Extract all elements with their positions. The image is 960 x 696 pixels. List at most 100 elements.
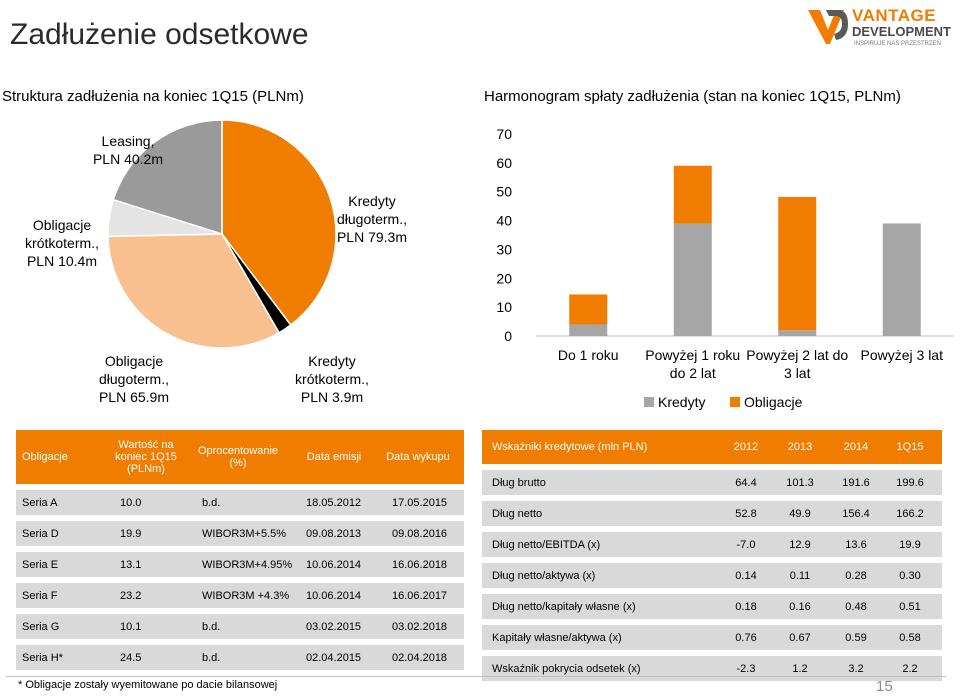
bar-ytick-label: 10 — [496, 299, 512, 315]
bar-ytick-label: 70 — [496, 126, 512, 142]
pie-slice-obligacje-dlugoterm — [107, 233, 281, 349]
ratios-cell: 49.9 — [789, 507, 811, 520]
ratios-cell: 12.9 — [789, 538, 811, 551]
ratios-cell: 0.11 — [789, 569, 811, 582]
bar-obligacje-1 — [569, 294, 608, 325]
bonds-cell: Seria G — [22, 620, 60, 633]
bonds-cell: 24.5 — [120, 651, 142, 664]
ratios-cell: Dług brutto — [492, 476, 546, 489]
bonds-cell: 09.08.2016 — [392, 527, 448, 540]
bar-kredyty-4 — [882, 223, 921, 336]
ratios-cell: -2.3 — [736, 662, 756, 675]
bar-ytick-label: 40 — [496, 213, 512, 229]
bonds-table-row: Seria A 10.0 b.d. 18.05.2012 17.05.2015 — [16, 490, 464, 515]
ratios-cell: Dług netto — [492, 507, 543, 520]
bonds-cell: 09.08.2013 — [306, 527, 362, 540]
pie-slice-leasing — [112, 119, 223, 236]
ratios-table-row: Dług netto/EBITDA (x) -7.0 12.9 13.6 19.9 — [482, 532, 942, 557]
bar-category-label: do 2 lat — [670, 365, 716, 381]
bonds-cell: 10.06.2014 — [306, 589, 362, 602]
bar-category-label: Powyżej 3 lat — [861, 347, 944, 363]
ratios-cell: 3.2 — [848, 662, 864, 675]
header-oprocentowanie: Oprocentowanie (%) — [197, 445, 279, 469]
pie-label-leasing: Leasing, PLN 40.2m — [92, 133, 164, 167]
bonds-cell: 02.04.2015 — [306, 651, 362, 664]
ratios-cell: Dług netto/aktywa (x) — [492, 569, 596, 582]
ratios-cell: 0.58 — [899, 631, 921, 644]
header-2013: 2013 — [787, 441, 813, 453]
ratios-table-row: Dług netto 52.8 49.9 156.4 166.2 — [482, 501, 942, 526]
ratios-cell: 13.6 — [845, 538, 867, 551]
bonds-cell: WIBOR3M+4.95% — [202, 558, 293, 571]
bonds-table-row: Seria G 10.1 b.d. 03.02.2015 03.02.2018 — [16, 614, 464, 639]
pie-label-kredyty-krotkoterm: Kredyty krótkoterm., PLN 3.9m — [295, 353, 369, 405]
page-title: Zadłużenie odsetkowe — [10, 18, 309, 51]
ratios-cell: 156.4 — [842, 507, 870, 520]
bonds-cell: WIBOR3M+5.5% — [202, 527, 287, 540]
ratios-table-header: Wskaźniki kredytowe (mln PLN) 2012 2013 … — [482, 430, 942, 464]
bar-category-label: 3 lat — [784, 365, 811, 381]
bonds-cell: Seria F — [22, 589, 58, 602]
bonds-table-row: Seria F 23.2 WIBOR3M +4.3% 10.06.2014 16.06.… — [16, 583, 464, 608]
ratios-cell: 166.2 — [896, 507, 924, 520]
bonds-table-header: Obligacje Wartość na koniec 1Q15 (PLNm) … — [16, 430, 464, 484]
pie-label-kredyty-dlugoterm: Kredyty długoterm., PLN 79.3m — [336, 193, 408, 245]
bonds-table-row: Seria H* 24.5 b.d. 02.04.2015 02.04.2018 — [16, 645, 464, 670]
ratios-cell: 2.2 — [902, 662, 918, 675]
ratios-cell: 0.67 — [789, 631, 811, 644]
bonds-cell: b.d. — [202, 651, 221, 664]
bar-category-label: Do 1 roku — [558, 347, 619, 363]
bar-obligacje-3 — [778, 196, 817, 331]
bonds-footnote: * Obligacje zostały wyemitowane po dacie… — [18, 679, 278, 691]
bar-ytick-label: 50 — [496, 184, 512, 200]
company-logo: VANTAGE DEVELOPMENT INSPIRUJE NAS PRZEST… — [806, 4, 956, 50]
pie-label-obligacje-krotkoterm: Obligacje krótkoterm., PLN 10.4m — [25, 217, 99, 269]
ratios-cell: 52.8 — [735, 507, 757, 520]
header-1q15: 1Q15 — [896, 441, 924, 453]
ratios-cell: 0.16 — [789, 600, 811, 613]
pie-chart-title: Struktura zadłużenia na koniec 1Q15 (PLN… — [2, 88, 304, 105]
bonds-table: Obligacje Wartość na koniec 1Q15 (PLNm) … — [16, 430, 464, 678]
bar-obligacje-2 — [673, 165, 712, 224]
bonds-cell: b.d. — [202, 620, 221, 633]
bonds-table-row: Seria D 19.9 WIBOR3M+5.5% 09.08.2013 09.08.2… — [16, 521, 464, 546]
bonds-cell: 23.2 — [120, 589, 142, 602]
bar-category-label: Powyżej 2 lat do — [746, 347, 848, 363]
ratios-cell: 0.30 — [899, 569, 921, 582]
page-number: 15 — [876, 678, 893, 695]
credit-ratios-table: Wskaźniki kredytowe (mln PLN) 2012 2013 … — [482, 430, 942, 681]
ratios-cell: 0.28 — [845, 569, 867, 582]
logo-line2: DEVELOPMENT — [852, 24, 951, 39]
ratios-cell: 0.18 — [735, 600, 757, 613]
ratios-cell: 1.2 — [792, 662, 808, 675]
ratios-cell: Dług netto/EBITDA (x) — [492, 538, 601, 551]
bonds-cell: Seria E — [22, 558, 59, 571]
repayment-schedule-bar-chart: 0 10 20 30 40 50 60 70 Do 1 roku Powyżej 1 roku d… — [496, 126, 954, 410]
bonds-cell: Seria A — [22, 496, 58, 509]
bar-chart-title: Harmonogram spłaty zadłużenia (stan na k… — [484, 88, 901, 105]
bar-ytick-label: 30 — [496, 241, 512, 257]
ratios-cell: 19.9 — [899, 538, 921, 551]
ratios-table-row: Dług netto/aktywa (x) 0.14 0.11 0.28 0.30 — [482, 563, 942, 588]
bar-ytick-label: 60 — [496, 155, 512, 171]
bonds-cell: 13.1 — [120, 558, 142, 571]
bonds-cell: 17.05.2015 — [392, 496, 448, 509]
legend-label-obligacje: Obligacje — [744, 394, 803, 410]
ratios-cell: 0.51 — [899, 600, 921, 613]
bonds-cell: WIBOR3M +4.3% — [202, 589, 290, 602]
bonds-cell: 16.06.2017 — [392, 589, 448, 602]
bonds-cell: 16.06.2018 — [392, 558, 448, 571]
ratios-cell: 0.59 — [845, 631, 867, 644]
ratios-table-row: Wskaźnik pokrycia odsetek (x) -2.3 1.2 3.2 2… — [482, 656, 942, 681]
bonds-cell: 03.02.2015 — [306, 620, 362, 633]
ratios-cell: 191.6 — [842, 476, 870, 489]
bar-kredyty-1 — [569, 324, 608, 336]
ratios-cell: 101.3 — [786, 476, 814, 489]
header-wartosc: Wartość na koniec 1Q15 (PLNm) — [115, 439, 177, 475]
legend-swatch-kredyty — [644, 397, 654, 407]
logo-tagline: INSPIRUJE NAS PRZESTRZEŃ — [854, 41, 942, 47]
header-2014: 2014 — [843, 441, 869, 453]
ratios-cell: Dług netto/kapitały własne (x) — [492, 600, 636, 613]
bar-ytick-label: 20 — [496, 270, 512, 286]
legend-swatch-obligacje — [730, 397, 740, 407]
